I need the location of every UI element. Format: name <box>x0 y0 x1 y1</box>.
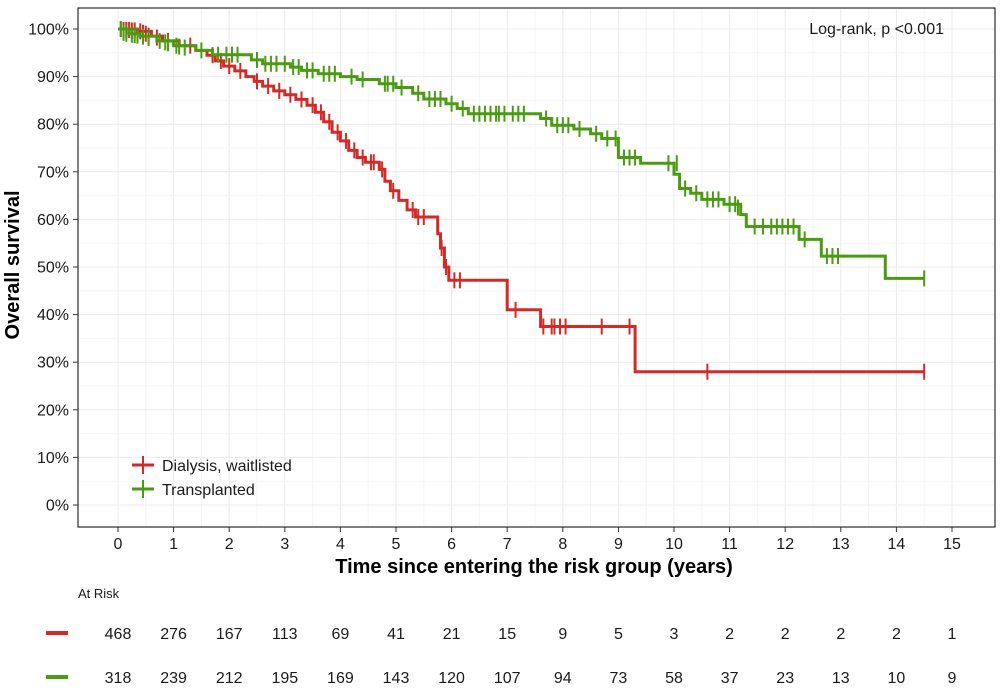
axes: 0%10%20%30%40%50%60%70%80%90%100%0 1 2 3 4 5 6… <box>28 22 961 554</box>
risk-count: 73 <box>610 670 628 687</box>
x-tick-label: 10 <box>665 536 683 553</box>
x-tick-label: 8 <box>558 536 567 553</box>
risk-count: 21 <box>443 626 461 643</box>
legend-item-dialysis: Dialysis, waitlisted <box>132 456 292 475</box>
x-tick-label: 3 <box>280 536 289 553</box>
legend: Dialysis, waitlisted Transplanted <box>132 456 292 499</box>
risk-count: 37 <box>721 670 739 687</box>
y-tick-label: 30% <box>37 355 69 372</box>
risk-count: 169 <box>327 670 354 687</box>
risk-count: 3 <box>670 626 679 643</box>
x-tick-label: 5 <box>392 536 401 553</box>
x-tick-label: 7 <box>503 536 512 553</box>
risk-count: 2 <box>725 626 734 643</box>
survival-curves <box>118 21 926 380</box>
log-rank-annotation: Log-rank, p <0.001 <box>809 21 944 38</box>
x-tick-label: 15 <box>943 536 961 553</box>
legend-label-dialysis: Dialysis, waitlisted <box>162 458 292 475</box>
x-tick-label: 11 <box>721 536 738 553</box>
risk-table-title: At Risk <box>78 586 120 601</box>
x-tick-label: 6 <box>447 536 456 553</box>
x-tick-label: 9 <box>614 536 623 553</box>
risk-count: 468 <box>105 626 132 643</box>
risk-count: 167 <box>216 626 243 643</box>
risk-row-transplanted: 318 239 212 195 169 143 120 107 94 73 58 37 23 13 10 9 <box>46 670 957 687</box>
series-transplanted <box>118 21 926 287</box>
risk-count: 69 <box>332 626 350 643</box>
risk-count: 276 <box>160 626 187 643</box>
risk-count: 212 <box>216 670 243 687</box>
legend-item-transplanted: Transplanted <box>132 480 255 499</box>
risk-count: 1 <box>948 626 957 643</box>
x-tick-label: 4 <box>336 536 345 553</box>
risk-count: 2 <box>892 626 901 643</box>
y-tick-label: 10% <box>37 450 69 467</box>
y-tick-label: 60% <box>37 212 69 229</box>
risk-count: 113 <box>272 626 298 643</box>
y-tick-label: 0% <box>46 498 69 515</box>
risk-count: 5 <box>614 626 623 643</box>
y-tick-label: 100% <box>28 22 69 39</box>
x-tick-label: 0 <box>114 536 123 553</box>
y-tick-label: 50% <box>37 260 69 277</box>
x-axis-title: Time since entering the risk group (year… <box>335 556 733 578</box>
risk-count: 2 <box>781 626 790 643</box>
x-tick-label: 2 <box>225 536 234 553</box>
risk-count: 13 <box>832 670 850 687</box>
x-tick-label: 13 <box>832 536 850 553</box>
risk-count: 239 <box>160 670 187 687</box>
risk-count: 9 <box>558 626 567 643</box>
risk-count: 41 <box>387 626 405 643</box>
x-tick-label: 12 <box>776 536 794 553</box>
risk-count: 15 <box>498 626 516 643</box>
risk-count: 10 <box>888 670 906 687</box>
y-tick-label: 80% <box>37 117 69 134</box>
risk-count: 143 <box>383 670 410 687</box>
y-tick-label: 40% <box>37 307 69 324</box>
risk-count: 120 <box>438 670 465 687</box>
risk-count: 107 <box>494 670 521 687</box>
y-tick-label: 90% <box>37 69 69 86</box>
risk-row-dialysis: 468 276 167 113 69 41 21 15 9 5 3 2 2 2 2 1 <box>46 626 957 643</box>
x-tick-label: 1 <box>169 536 178 553</box>
risk-count: 2 <box>836 626 845 643</box>
risk-count: 318 <box>105 670 132 687</box>
series-dialysis <box>118 21 926 380</box>
y-tick-label: 20% <box>37 402 69 419</box>
risk-count: 94 <box>554 670 572 687</box>
y-tick-label: 70% <box>37 164 69 181</box>
risk-count: 195 <box>271 670 298 687</box>
risk-count: 23 <box>776 670 794 687</box>
legend-label-transplanted: Transplanted <box>162 482 255 499</box>
y-axis-title: Overall survival <box>2 191 24 340</box>
survival-curve-dialysis <box>118 27 925 374</box>
risk-count: 9 <box>948 670 957 687</box>
x-tick-label: 14 <box>888 536 906 553</box>
risk-count: 58 <box>665 670 683 687</box>
